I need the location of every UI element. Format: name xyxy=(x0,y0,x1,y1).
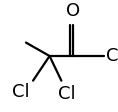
Text: Cl: Cl xyxy=(12,83,30,101)
Text: O: O xyxy=(66,2,80,20)
Text: Cl: Cl xyxy=(58,85,76,103)
Text: Cl: Cl xyxy=(106,47,118,65)
